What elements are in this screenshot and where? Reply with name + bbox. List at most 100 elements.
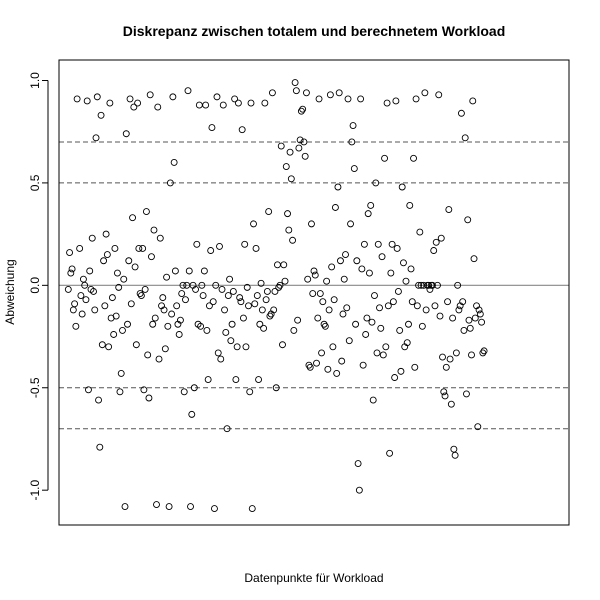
data-point <box>252 245 260 252</box>
data-point <box>101 302 109 310</box>
y-tick-label: 0.0 <box>28 277 42 294</box>
data-point <box>180 388 188 396</box>
data-point <box>362 331 370 338</box>
data-point <box>276 281 284 289</box>
data-point <box>309 290 317 297</box>
data-point <box>200 267 208 275</box>
data-point <box>384 302 392 310</box>
data-point <box>83 97 91 105</box>
data-point <box>92 134 100 142</box>
data-point <box>150 226 158 234</box>
data-point <box>279 341 286 349</box>
data-point <box>192 285 200 293</box>
y-tick-label: -0.5 <box>28 377 42 398</box>
data-point <box>241 240 249 248</box>
data-point <box>115 283 123 291</box>
data-point <box>100 257 108 265</box>
data-point <box>274 261 281 269</box>
data-point <box>410 154 417 162</box>
data-point <box>430 247 438 254</box>
data-point <box>335 89 343 97</box>
data-point <box>262 296 270 304</box>
data-point <box>270 306 278 314</box>
data-point <box>202 101 210 109</box>
data-point <box>131 263 139 271</box>
data-point <box>353 257 361 265</box>
data-point <box>69 306 77 314</box>
data-point <box>98 341 106 349</box>
data-point <box>378 253 386 261</box>
data-point <box>358 265 366 273</box>
data-point <box>236 294 244 302</box>
data-point <box>445 206 453 213</box>
data-point <box>441 392 449 400</box>
data-point <box>141 285 149 293</box>
data-point <box>330 296 338 304</box>
data-point <box>373 349 381 357</box>
data-point <box>446 355 454 363</box>
data-point <box>333 369 341 377</box>
data-point <box>301 152 309 160</box>
data-point <box>146 91 154 99</box>
reference-lines <box>59 141 569 430</box>
data-point <box>265 208 273 216</box>
data-point <box>289 236 297 244</box>
y-tick-label: -1.0 <box>28 480 42 501</box>
data-point <box>197 322 205 330</box>
data-point <box>393 245 401 252</box>
data-point <box>292 87 300 95</box>
data-point <box>435 91 443 99</box>
data-point <box>234 99 242 107</box>
data-point <box>368 318 376 326</box>
data-point <box>251 300 259 308</box>
data-point <box>463 390 470 398</box>
data-point <box>253 292 261 300</box>
data-point <box>345 337 353 345</box>
data-point <box>71 300 79 308</box>
data-point <box>129 214 137 222</box>
data-point <box>124 320 131 328</box>
data-point <box>455 306 463 314</box>
data-point <box>207 247 215 254</box>
data-point <box>67 269 75 277</box>
data-point <box>120 275 128 283</box>
data-point <box>371 292 378 300</box>
data-point <box>391 374 399 381</box>
data-point <box>344 95 352 103</box>
data-point <box>199 292 207 300</box>
data-point <box>179 281 187 289</box>
data-point <box>392 97 400 105</box>
data-point <box>460 326 468 334</box>
data-point <box>359 361 367 369</box>
data-point <box>173 302 181 310</box>
data-point <box>258 306 266 314</box>
data-point <box>229 288 237 295</box>
data-point <box>382 343 390 351</box>
data-point <box>329 343 337 351</box>
data-point <box>168 310 176 318</box>
data-point <box>431 302 439 310</box>
data-point <box>224 292 232 300</box>
data-point <box>176 316 184 324</box>
data-point <box>245 302 252 310</box>
data-point <box>308 220 315 228</box>
data-point <box>154 103 162 111</box>
data-point <box>88 234 96 242</box>
data-point <box>218 285 226 293</box>
data-point <box>413 302 421 310</box>
data-point <box>437 234 445 242</box>
data-point <box>156 234 164 242</box>
data-point <box>257 279 265 287</box>
data-point <box>222 328 230 336</box>
data-point <box>478 318 486 326</box>
data-point <box>266 312 274 320</box>
data-point <box>398 183 406 191</box>
data-point <box>389 298 397 306</box>
data-point <box>127 300 135 308</box>
data-point <box>275 283 283 291</box>
data-point <box>66 249 74 257</box>
data-point <box>190 384 198 392</box>
data-point <box>281 277 289 285</box>
data-point <box>105 343 113 351</box>
